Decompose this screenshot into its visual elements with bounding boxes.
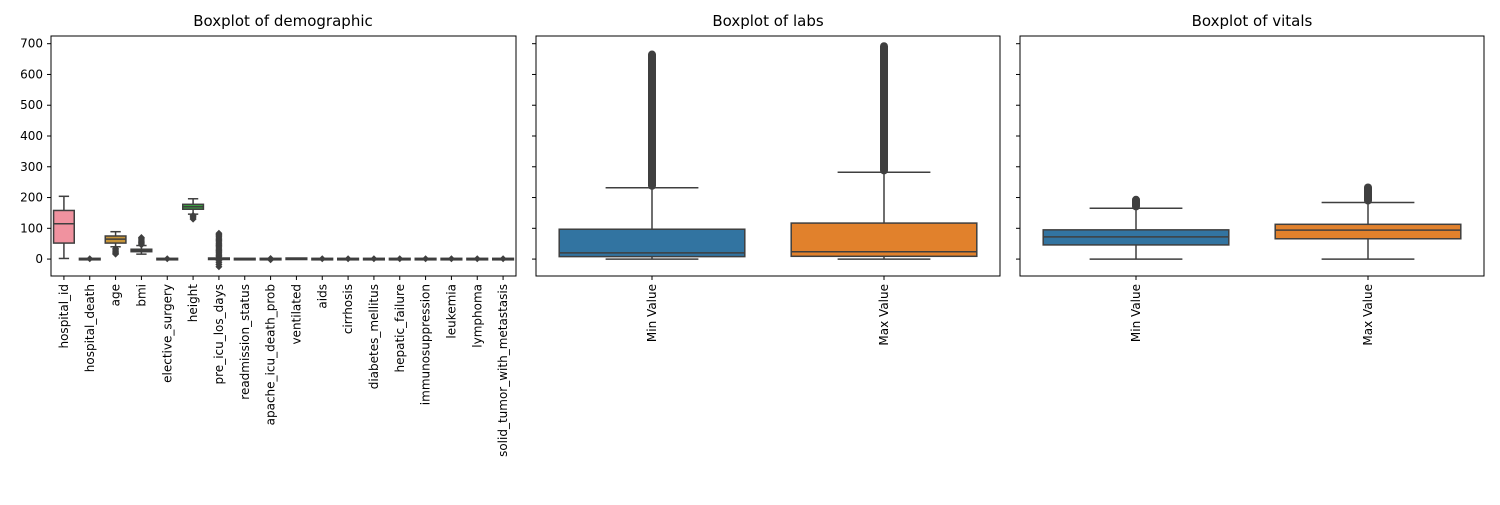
x-tick-label: height [186, 284, 200, 323]
x-tick-label: Max Value [877, 284, 891, 346]
outlier-cluster [648, 50, 656, 190]
panel-demographic: Boxplot of demographic 0 100 200 300 400 500 6… [20, 12, 517, 457]
y-tick-label: 400 [20, 129, 43, 143]
panel-labs: Boxplot of labs Min Value Max Value [532, 12, 1001, 346]
box [1274, 223, 1462, 240]
outlier-marker [163, 255, 171, 263]
y-tick-label: 300 [20, 160, 43, 174]
outlier-marker [473, 255, 481, 263]
outlier-marker [344, 255, 352, 263]
x-tick-label: immunosuppression [419, 284, 433, 405]
y-tick-label: 100 [20, 221, 43, 235]
x-tick-label: age [109, 284, 123, 306]
y-tick-label: 500 [20, 98, 43, 112]
x-tick-label: readmission_status [238, 284, 252, 400]
x-tick-label: diabetes_mellitus [367, 284, 381, 389]
x-tick-label: hospital_id [57, 284, 71, 349]
box [790, 222, 978, 258]
box [558, 228, 746, 258]
x-tick-label: solid_tumor_with_metastasis [496, 284, 510, 457]
x-tick-label: hepatic_failure [393, 284, 407, 373]
x-tick-label: lymphoma [470, 284, 484, 348]
y-tick-label: 600 [20, 67, 43, 81]
panel-title: Boxplot of vitals [1192, 12, 1313, 30]
x-tick-label: cirrhosis [341, 284, 355, 334]
outlier-cluster [880, 42, 888, 175]
outlier-marker [112, 245, 120, 253]
y-tick-label: 700 [20, 37, 43, 51]
outlier-marker [318, 255, 326, 263]
outlier-marker [267, 254, 275, 262]
y-tick-label: 0 [35, 252, 43, 266]
plot-frame [535, 35, 1001, 277]
y-tick-label: 200 [20, 191, 43, 205]
outlier-cluster [1132, 195, 1140, 211]
x-tick-label: pre_icu_los_days [212, 284, 226, 384]
x-tick-label: Max Value [1361, 284, 1375, 346]
outlier-marker [86, 255, 94, 263]
x-tick-label: Min Value [1129, 284, 1143, 342]
plot-frame [1019, 35, 1485, 277]
x-tick-label: bmi [134, 284, 148, 307]
outlier-marker [189, 211, 197, 219]
outlier-marker [422, 255, 430, 263]
outlier-marker [215, 229, 223, 237]
box [52, 209, 75, 244]
x-tick-label: Min Value [645, 284, 659, 342]
plot-frame [50, 35, 517, 277]
panel-title: Boxplot of demographic [193, 12, 373, 30]
panel-vitals: Boxplot of vitals Min Value Max Value [1016, 12, 1485, 346]
x-tick-label: elective_surgery [160, 284, 174, 383]
x-tick-label: ventilated [289, 284, 303, 345]
x-tick-label: apache_icu_death_prob [264, 284, 278, 425]
panel-title: Boxplot of labs [712, 12, 824, 30]
outlier-cluster [1364, 183, 1372, 205]
outlier-marker [137, 234, 145, 242]
outlier-marker [396, 255, 404, 263]
x-tick-label: hospital_death [83, 284, 97, 372]
x-tick-label: leukemia [444, 284, 458, 339]
outlier-marker [447, 255, 455, 263]
outlier-marker [499, 255, 507, 263]
outlier-marker [370, 255, 378, 263]
x-tick-label: aids [315, 284, 329, 309]
